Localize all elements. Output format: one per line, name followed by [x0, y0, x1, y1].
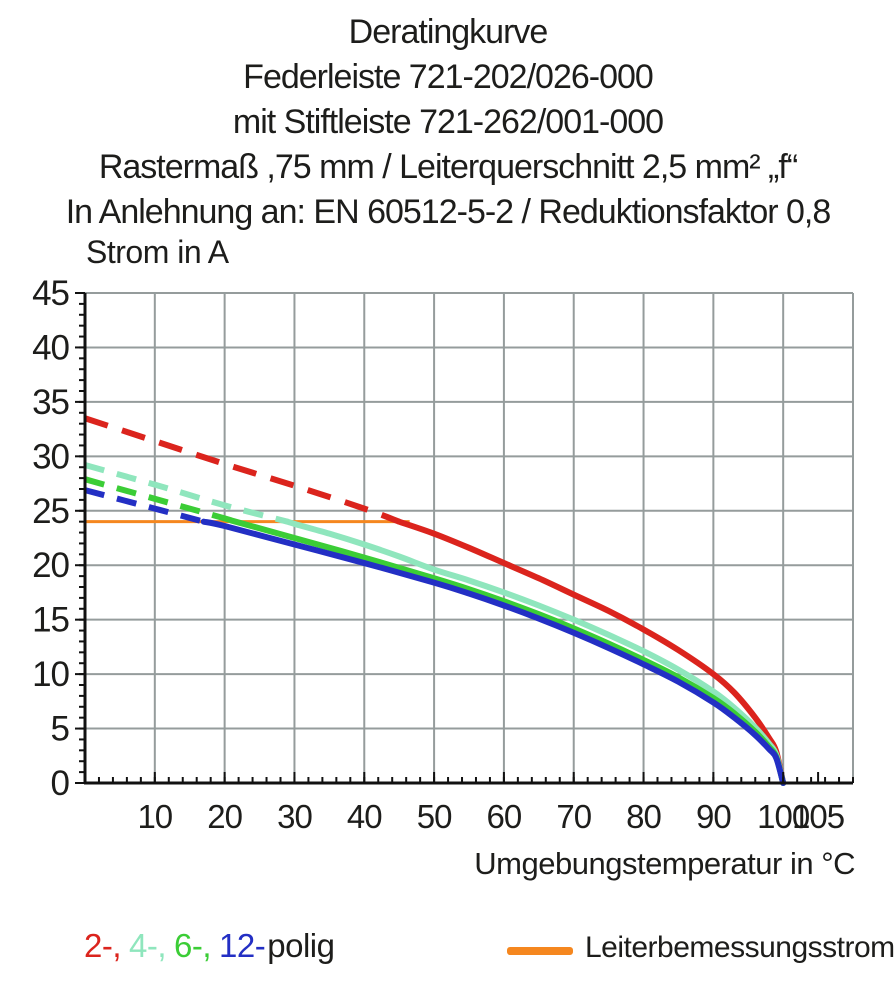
curve-4-polig-solid	[284, 518, 787, 786]
grid-lines	[85, 292, 854, 783]
legend-pole-4: 4-,	[129, 927, 167, 964]
y-tick-labels: 0 5 10 15 20 25 30 35 40 45	[32, 274, 70, 803]
y-tick-15: 15	[32, 601, 69, 640]
curve-2-polig-solid	[396, 518, 787, 786]
title-line-4: Rastermaß ,75 mm / Leiterquerschnitt 2,5…	[98, 148, 798, 186]
tick-marks	[75, 292, 854, 784]
curve-6-polig-solid	[228, 517, 787, 786]
rated-current-label: Leiterbemessungsstrom	[585, 931, 895, 964]
y-tick-35: 35	[32, 383, 69, 422]
x-tick-60: 60	[487, 798, 522, 835]
title-line-1: Deratingkurve	[348, 13, 549, 51]
x-tick-50: 50	[417, 798, 452, 835]
curve-4-polig-dashed	[84, 462, 289, 525]
y-tick-45: 45	[32, 274, 69, 313]
title-line-3: mit Stiftleiste 721-262/001-000	[232, 103, 664, 141]
curve-6-polig-dashed	[84, 476, 236, 524]
x-tick-10: 10	[137, 798, 172, 835]
y-tick-25: 25	[32, 492, 69, 531]
legend-poles: 2-, 4-, 6-, 12-polig	[84, 927, 335, 965]
y-axis-title: Strom in A	[86, 234, 229, 270]
x-tick-40: 40	[347, 798, 382, 835]
y-tick-30: 30	[32, 437, 69, 476]
y-tick-5: 5	[51, 710, 69, 749]
curve-2-polig-dashed	[84, 415, 401, 525]
x-tick-70: 70	[556, 798, 591, 835]
series-curves	[84, 415, 787, 786]
y-tick-20: 20	[32, 546, 69, 585]
x-tick-90: 90	[696, 798, 731, 835]
x-tick-30: 30	[277, 798, 312, 835]
title-line-5: In Anlehnung an: EN 60512-5-2 / Reduktio…	[65, 193, 832, 231]
x-tick-100: 100	[757, 798, 810, 835]
legend-pole-2: 2-,	[84, 927, 122, 964]
axes	[83, 293, 853, 785]
curve-12-polig-dashed	[84, 487, 205, 525]
legend-poles-suffix: polig	[267, 927, 335, 964]
legend-pole-12: 12-	[219, 927, 266, 964]
rated-current-swatch	[507, 947, 573, 955]
x-axis-title: Umgebungstemperatur in °C	[474, 846, 855, 881]
y-tick-40: 40	[32, 328, 69, 367]
y-tick-10: 10	[32, 655, 69, 694]
curve-12-polig-solid	[200, 518, 787, 786]
title-line-2: Federleiste 721-202/026-000	[243, 58, 654, 96]
x-tick-20: 20	[207, 798, 242, 835]
y-tick-0: 0	[51, 764, 70, 803]
x-tick-80: 80	[626, 798, 661, 835]
legend-pole-6: 6-,	[174, 927, 212, 964]
chart-title-block: Deratingkurve Federleiste 721-202/026-00…	[0, 10, 896, 235]
x-tick-105: 105	[792, 798, 844, 835]
